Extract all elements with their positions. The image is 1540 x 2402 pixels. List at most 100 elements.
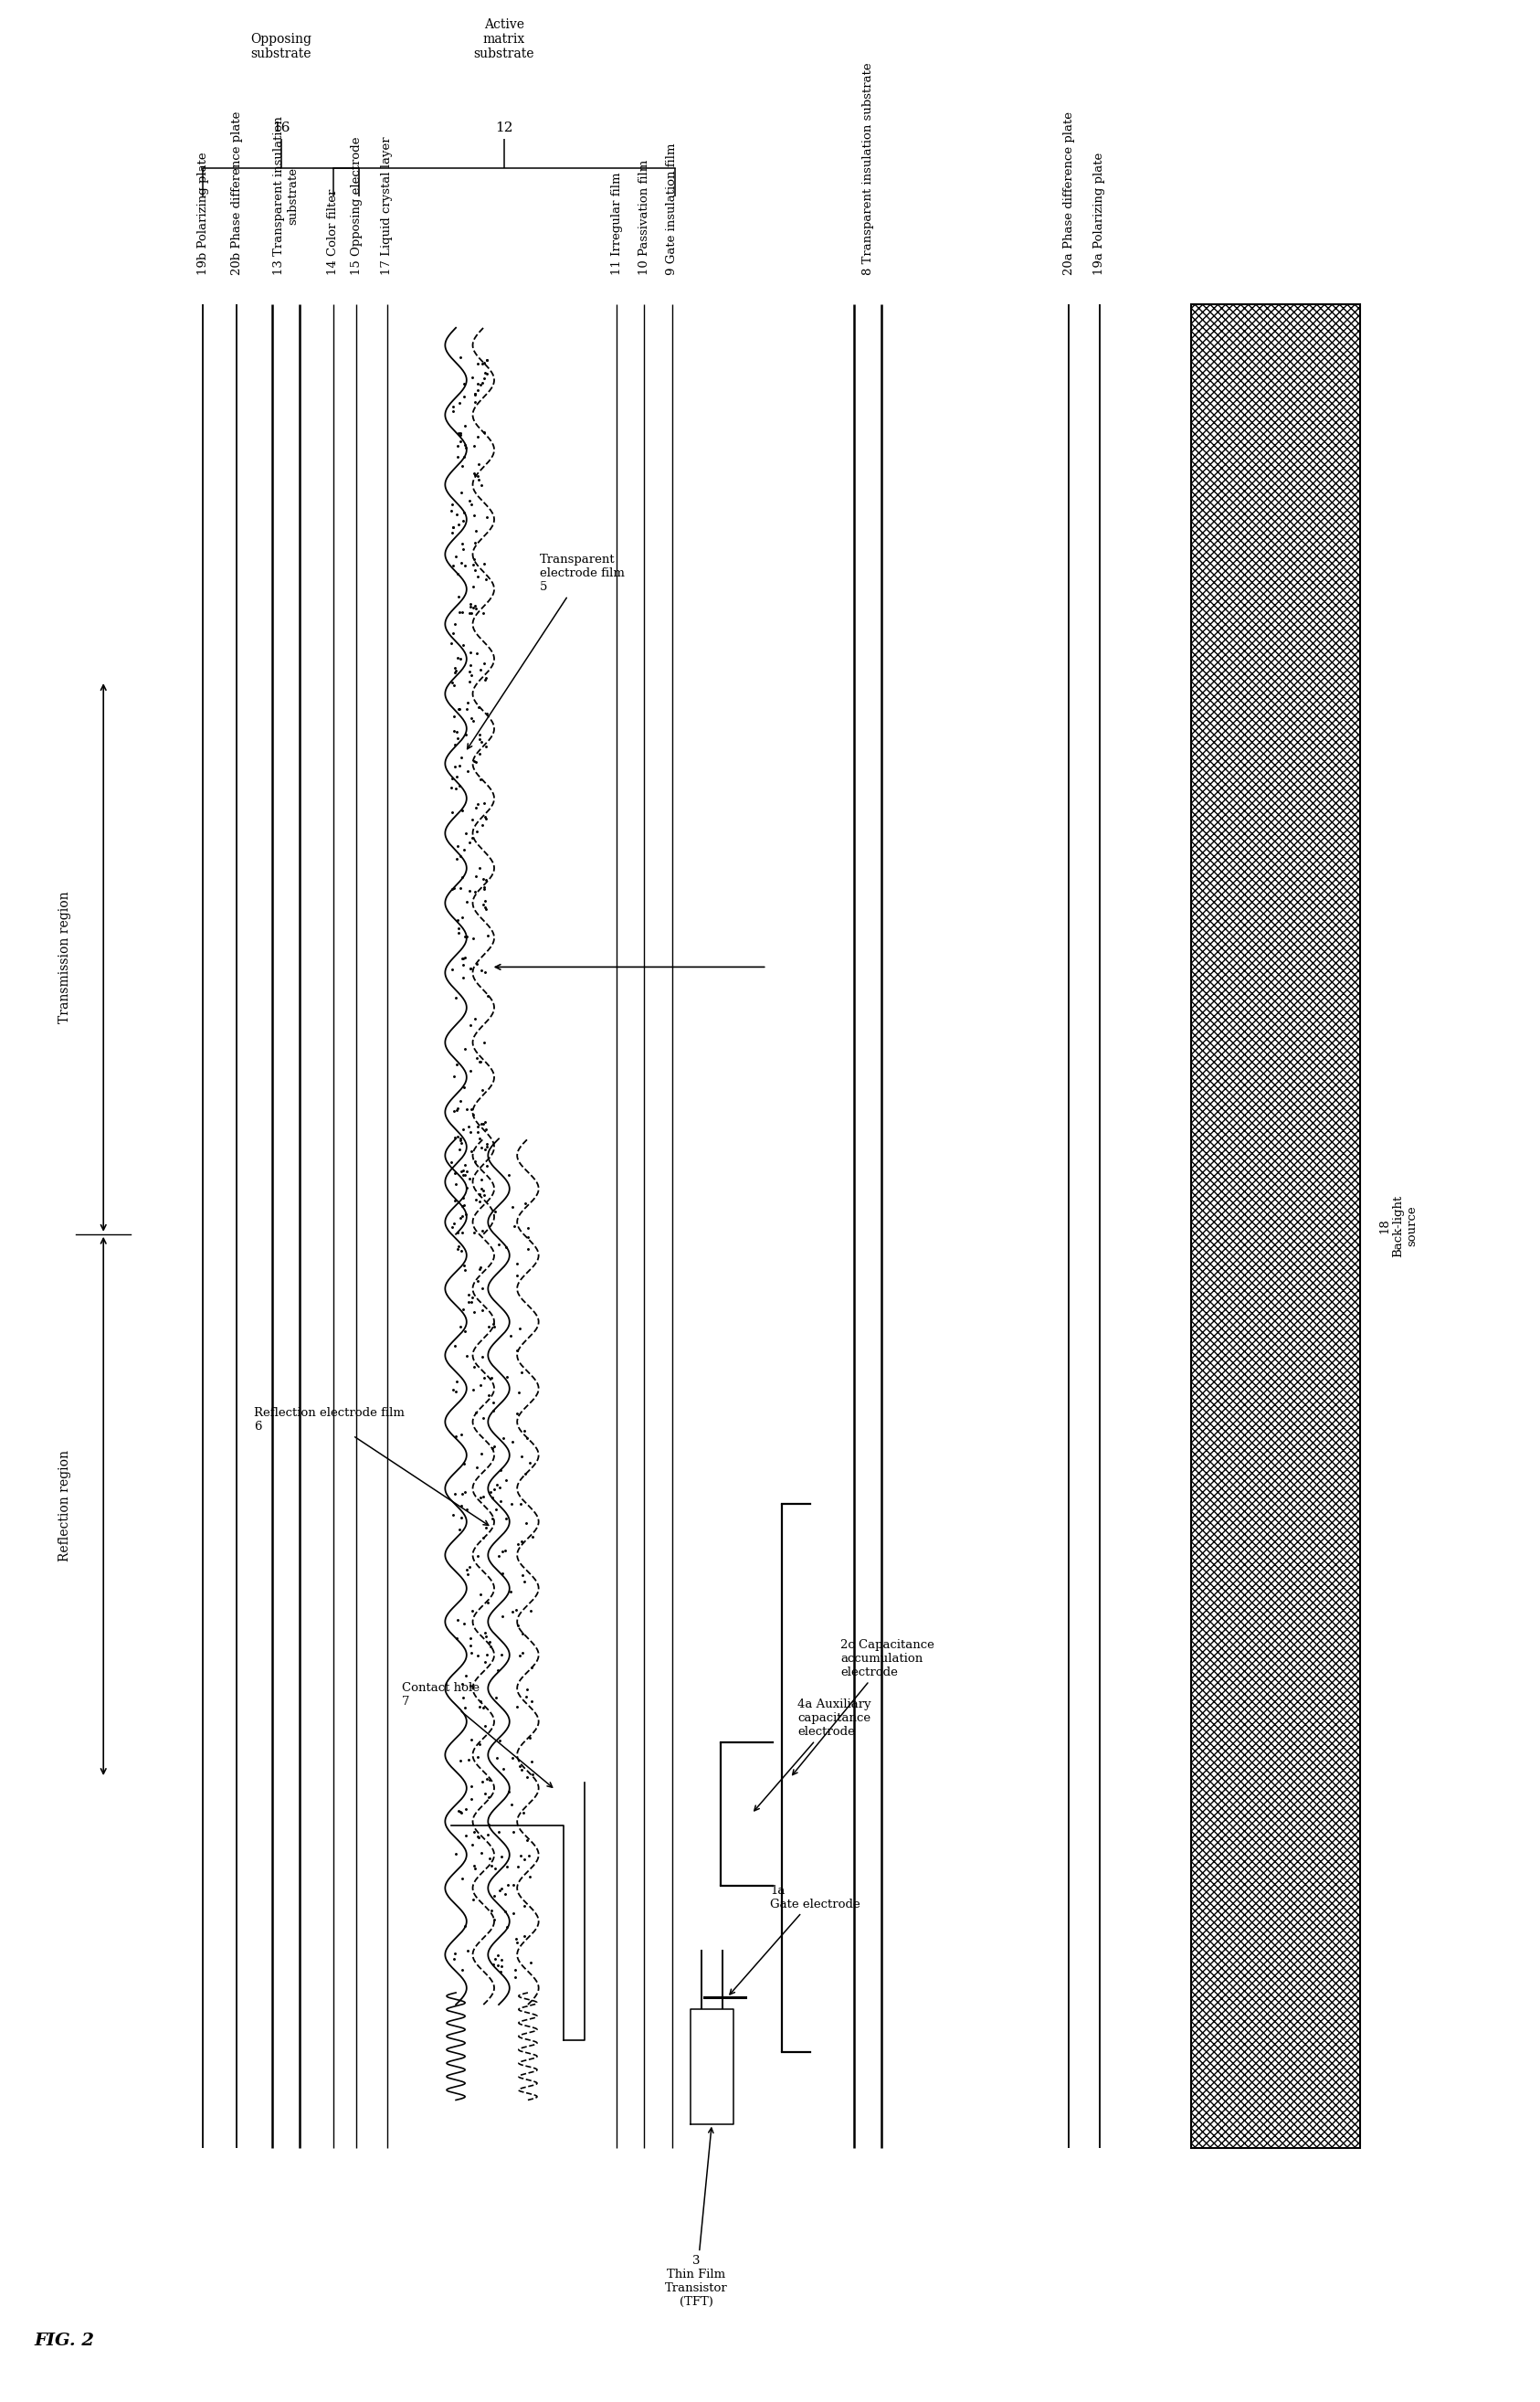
Point [451, 1069, 476, 1107]
Point [465, 557, 490, 596]
Point [444, 1165, 468, 1203]
Point [467, 1686, 491, 1725]
Point [505, 1607, 530, 1645]
Point [442, 1326, 467, 1364]
Point [510, 1614, 534, 1653]
Point [521, 1518, 545, 1556]
Point [462, 375, 487, 413]
Point [440, 507, 465, 545]
Point [467, 1182, 491, 1220]
Text: 10 Passivation film: 10 Passivation film [639, 161, 650, 276]
Point [442, 1475, 467, 1513]
Point [488, 1482, 513, 1520]
Point [445, 1045, 470, 1083]
Point [454, 882, 479, 920]
Point [471, 860, 496, 898]
Point [468, 1367, 493, 1405]
Point [453, 1689, 477, 1727]
Point [484, 1679, 508, 1717]
Point [465, 343, 490, 382]
Point [442, 711, 467, 749]
Point [442, 1938, 467, 1977]
Point [473, 1614, 497, 1653]
Point [505, 1256, 530, 1295]
Point [479, 1357, 504, 1396]
Point [450, 1859, 474, 1898]
Point [456, 1739, 480, 1777]
Point [468, 761, 493, 800]
Point [480, 1480, 505, 1518]
Point [487, 1871, 511, 1910]
Point [456, 685, 480, 723]
Point [456, 1283, 480, 1321]
Point [499, 1422, 524, 1460]
Point [490, 1869, 514, 1907]
Point [457, 653, 482, 692]
Point [513, 1453, 537, 1492]
Point [451, 1679, 476, 1717]
Point [459, 1633, 484, 1672]
Text: 3
Thin Film
Transistor
(TFT): 3 Thin Film Transistor (TFT) [665, 2128, 728, 2308]
Point [467, 461, 491, 500]
Point [450, 858, 474, 896]
Point [470, 1338, 494, 1376]
Point [505, 1847, 530, 1886]
Point [494, 1227, 519, 1266]
Point [462, 524, 487, 562]
Point [462, 1348, 487, 1386]
Point [476, 1583, 500, 1621]
Point [460, 1593, 485, 1631]
Point [519, 1648, 544, 1686]
Point [440, 870, 465, 908]
Point [473, 1103, 497, 1141]
Point [447, 504, 471, 543]
Point [448, 639, 473, 677]
Point [450, 531, 474, 569]
Point [457, 1052, 482, 1091]
Point [457, 949, 482, 987]
Point [516, 1208, 541, 1247]
Point [468, 1833, 493, 1871]
Text: 9 Gate insulation film: 9 Gate insulation film [665, 144, 678, 276]
Text: 19a Polarizing plate: 19a Polarizing plate [1093, 154, 1106, 276]
Point [470, 1211, 494, 1249]
Point [451, 437, 476, 476]
Point [511, 1564, 536, 1602]
Point [445, 555, 470, 593]
Point [464, 550, 488, 588]
Point [516, 1230, 541, 1268]
Point [471, 886, 496, 925]
Point [450, 1187, 474, 1225]
Point [439, 1143, 464, 1182]
Point [488, 1451, 513, 1489]
Point [511, 1412, 536, 1451]
Point [468, 1119, 493, 1158]
Point [448, 1794, 473, 1833]
Text: FIG. 2: FIG. 2 [34, 2332, 95, 2349]
Point [444, 538, 468, 576]
Point [442, 1091, 467, 1129]
Point [439, 492, 464, 531]
Point [468, 365, 493, 404]
Point [453, 1146, 477, 1184]
Point [465, 1038, 490, 1076]
Point [457, 1160, 482, 1199]
Point [490, 1597, 514, 1636]
Text: Transmission region: Transmission region [59, 891, 71, 1023]
Point [447, 576, 471, 615]
Point [462, 1095, 487, 1134]
Point [505, 1393, 530, 1432]
Point [450, 1151, 474, 1189]
Point [444, 1619, 468, 1657]
Point [450, 1232, 474, 1271]
Point [482, 1941, 507, 1979]
Point [493, 1874, 517, 1912]
Text: 1a
Gate electrode: 1a Gate electrode [730, 1886, 861, 1994]
Point [471, 644, 496, 682]
Point [462, 1292, 487, 1331]
Point [519, 1741, 544, 1780]
Point [453, 430, 477, 468]
Point [464, 788, 488, 826]
Point [476, 1806, 500, 1845]
Point [444, 841, 468, 879]
